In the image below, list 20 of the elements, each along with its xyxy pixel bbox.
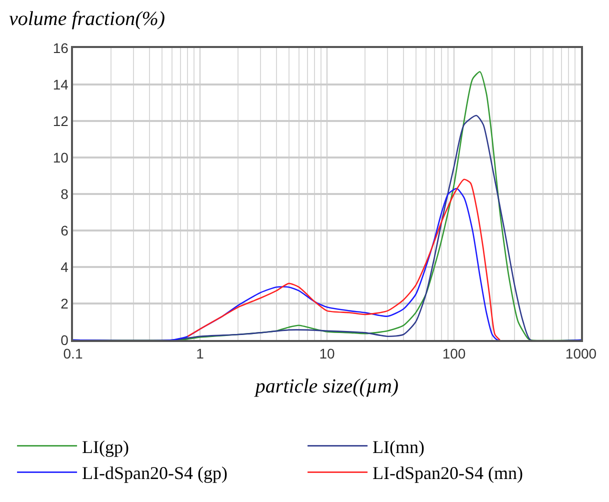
y-tick-label: 2 <box>60 295 69 312</box>
x-tick-label: 10 <box>319 346 335 362</box>
y-tick-label: 12 <box>52 112 69 129</box>
legend-label: LI-dSpan20-S4 (gp) <box>82 463 228 484</box>
y-tick-label: 0 <box>60 332 69 348</box>
x-tick-label: 1000 <box>565 346 597 362</box>
x-tick-label: 1 <box>196 346 204 362</box>
y-tick-label: 16 <box>52 40 69 56</box>
y-tick-label: 10 <box>52 149 69 166</box>
legend-label: LI(gp) <box>82 436 130 457</box>
x-tick-label: 0.1 <box>63 346 83 362</box>
y-tick-label: 6 <box>60 222 69 238</box>
y-tick-label: 14 <box>52 76 69 92</box>
x-axis-title: particle size((µm) <box>253 376 399 398</box>
x-tick-label: 100 <box>442 346 466 362</box>
legend-label: LI-dSpan20-S4 (mn) <box>372 463 524 484</box>
y-axis-title: volume fraction(%) <box>9 8 166 30</box>
legend-label: LI(mn) <box>372 436 425 457</box>
y-tick-label: 4 <box>60 258 69 275</box>
y-tick-label: 8 <box>60 186 69 202</box>
